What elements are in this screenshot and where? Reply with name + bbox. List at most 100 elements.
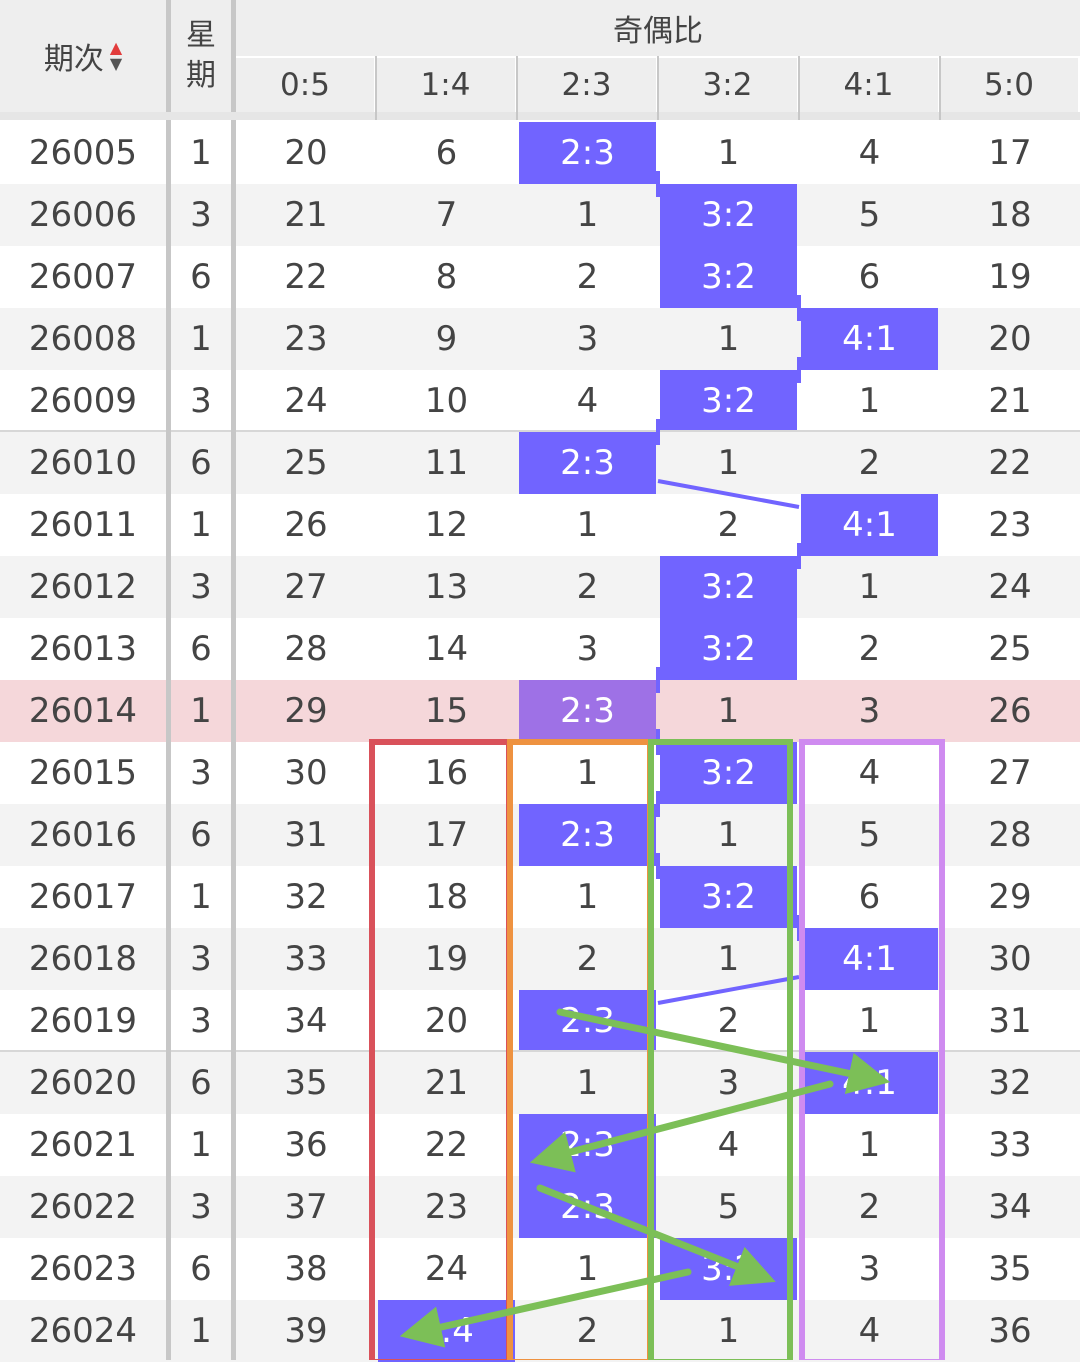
omission-count-cell: 2 bbox=[576, 257, 599, 297]
omission-count-cell: 5 bbox=[717, 1187, 740, 1227]
omission-count-cell: 24 bbox=[284, 381, 328, 421]
period-cell: 26010 bbox=[28, 443, 138, 483]
omission-count-cell: 2 bbox=[858, 1187, 881, 1227]
weekday-cell: 3 bbox=[190, 381, 212, 421]
period-header[interactable]: 期次 ▲ ▼ bbox=[0, 0, 166, 112]
ratio-hit-cell: 2:3 bbox=[519, 804, 656, 866]
ratio-column-divider bbox=[939, 56, 941, 120]
sort-down-icon: ▼ bbox=[109, 54, 123, 73]
omission-count-cell: 17 bbox=[424, 815, 469, 855]
table-row[interactable]: 26006 3 21 7 1 3:2 5 18 bbox=[0, 184, 1080, 246]
table-row[interactable]: 26017 1 32 18 1 3:2 6 29 bbox=[0, 866, 1080, 928]
trend-arrow bbox=[556, 1008, 891, 1094]
header-bottom-divider bbox=[0, 112, 1080, 120]
period-cell: 26008 bbox=[28, 319, 138, 359]
purple-column-box bbox=[799, 739, 945, 1360]
omission-count-cell: 23 bbox=[284, 319, 328, 359]
omission-count-cell: 21 bbox=[424, 1063, 469, 1103]
omission-count-cell: 31 bbox=[988, 1001, 1032, 1041]
row-group-divider bbox=[0, 1050, 1080, 1052]
table-row[interactable]: 26009 3 24 10 4 3:2 1 21 bbox=[0, 370, 1080, 432]
column-separator bbox=[166, 0, 171, 1360]
omission-count-cell: 4 bbox=[717, 1125, 740, 1165]
trend-arrow bbox=[399, 1268, 692, 1348]
table-row[interactable]: 26011 1 26 12 1 2 4:1 23 bbox=[0, 494, 1080, 556]
weekday-cell: 6 bbox=[190, 1249, 212, 1289]
period-cell: 26022 bbox=[28, 1187, 138, 1227]
sort-arrows-icon[interactable]: ▲ ▼ bbox=[110, 40, 122, 72]
weekday-cell: 1 bbox=[190, 691, 212, 731]
omission-count-cell: 33 bbox=[284, 939, 328, 979]
table-row[interactable]: 26012 3 27 13 2 3:2 1 24 bbox=[0, 556, 1080, 618]
omission-count-cell: 2 bbox=[717, 505, 740, 545]
omission-count-cell: 1 bbox=[576, 877, 599, 917]
table-row[interactable]: 26008 1 23 9 3 1 4:1 20 bbox=[0, 308, 1080, 370]
omission-count-cell: 1 bbox=[576, 1249, 599, 1289]
period-cell: 26007 bbox=[28, 257, 138, 297]
omission-count-cell: 21 bbox=[988, 381, 1032, 421]
group-header-label: 奇偶比 bbox=[613, 14, 703, 49]
omission-count-cell: 2 bbox=[858, 443, 881, 483]
ratio-hit-cell: 2:3 bbox=[519, 122, 656, 184]
omission-count-cell: 3 bbox=[717, 1063, 740, 1103]
omission-count-cell: 20 bbox=[424, 1001, 469, 1041]
table-row[interactable]: 26007 6 22 8 2 3:2 6 19 bbox=[0, 246, 1080, 308]
period-cell: 26021 bbox=[28, 1125, 138, 1165]
omission-count-cell: 26 bbox=[988, 691, 1032, 731]
weekday-cell: 6 bbox=[190, 257, 212, 297]
column-separator bbox=[231, 0, 236, 1360]
omission-count-cell: 39 bbox=[284, 1311, 328, 1351]
column-header-5-0: 5:0 bbox=[940, 58, 1078, 112]
omission-count-cell: 25 bbox=[988, 629, 1032, 669]
omission-count-cell: 24 bbox=[424, 1249, 469, 1289]
ratio-hit-cell: 2:3 bbox=[519, 680, 656, 742]
omission-count-cell: 4 bbox=[858, 1311, 881, 1351]
omission-count-cell: 22 bbox=[988, 443, 1032, 483]
table-row[interactable]: 26010 6 25 11 2:3 1 2 22 bbox=[0, 432, 1080, 494]
weekday-header: 星 期 bbox=[171, 0, 231, 112]
trend-connector-line bbox=[657, 479, 800, 509]
omission-count-cell: 1 bbox=[858, 381, 881, 421]
omission-count-cell: 35 bbox=[988, 1249, 1032, 1289]
ratio-hit-cell: 3:2 bbox=[660, 618, 797, 680]
omission-count-cell: 1 bbox=[717, 443, 740, 483]
ratio-column-divider bbox=[516, 56, 518, 120]
period-cell: 26009 bbox=[28, 381, 138, 421]
omission-count-cell: 2 bbox=[576, 939, 599, 979]
weekday-cell: 1 bbox=[190, 1125, 212, 1165]
period-cell: 26019 bbox=[28, 1001, 138, 1041]
weekday-header-line1: 星 bbox=[186, 17, 216, 53]
omission-count-cell: 1 bbox=[717, 133, 740, 173]
table-row[interactable]: 26018 3 33 19 2 1 4:1 30 bbox=[0, 928, 1080, 990]
omission-count-cell: 28 bbox=[988, 815, 1032, 855]
table-row[interactable]: 26016 6 31 17 2:3 1 5 28 bbox=[0, 804, 1080, 866]
omission-count-cell: 32 bbox=[988, 1063, 1032, 1103]
omission-count-cell: 6 bbox=[858, 257, 881, 297]
sort-up-icon: ▲ bbox=[109, 38, 123, 57]
table-row[interactable]: 26024 1 39 1:4 2 1 4 36 bbox=[0, 1300, 1080, 1362]
table-row[interactable]: 26013 6 28 14 3 3:2 2 25 bbox=[0, 618, 1080, 680]
weekday-cell: 6 bbox=[190, 629, 212, 669]
omission-count-cell: 3 bbox=[576, 319, 599, 359]
omission-count-cell: 22 bbox=[424, 1125, 469, 1165]
omission-count-cell: 23 bbox=[988, 505, 1032, 545]
column-header-0-5: 0:5 bbox=[236, 58, 374, 112]
weekday-cell: 3 bbox=[190, 1187, 212, 1227]
omission-count-cell: 35 bbox=[284, 1063, 328, 1103]
omission-count-cell: 13 bbox=[424, 567, 469, 607]
green-column-box bbox=[648, 739, 793, 1360]
period-cell: 26020 bbox=[28, 1063, 138, 1103]
row-group-divider bbox=[0, 430, 1080, 432]
table-row-highlighted[interactable]: 26014 1 29 15 2:3 1 3 26 bbox=[0, 680, 1080, 742]
omission-count-cell: 1 bbox=[717, 319, 740, 359]
table-row[interactable]: 26005 1 20 6 2:3 1 4 17 bbox=[0, 122, 1080, 184]
omission-count-cell: 2 bbox=[858, 629, 881, 669]
omission-count-cell: 3 bbox=[858, 1249, 881, 1289]
group-header: 奇偶比 bbox=[236, 0, 1080, 56]
period-cell: 26016 bbox=[28, 815, 138, 855]
omission-count-cell: 25 bbox=[284, 443, 328, 483]
table-row[interactable]: 26015 3 30 16 1 3:2 4 27 bbox=[0, 742, 1080, 804]
omission-count-cell: 1 bbox=[717, 691, 740, 731]
omission-count-cell: 14 bbox=[424, 629, 469, 669]
